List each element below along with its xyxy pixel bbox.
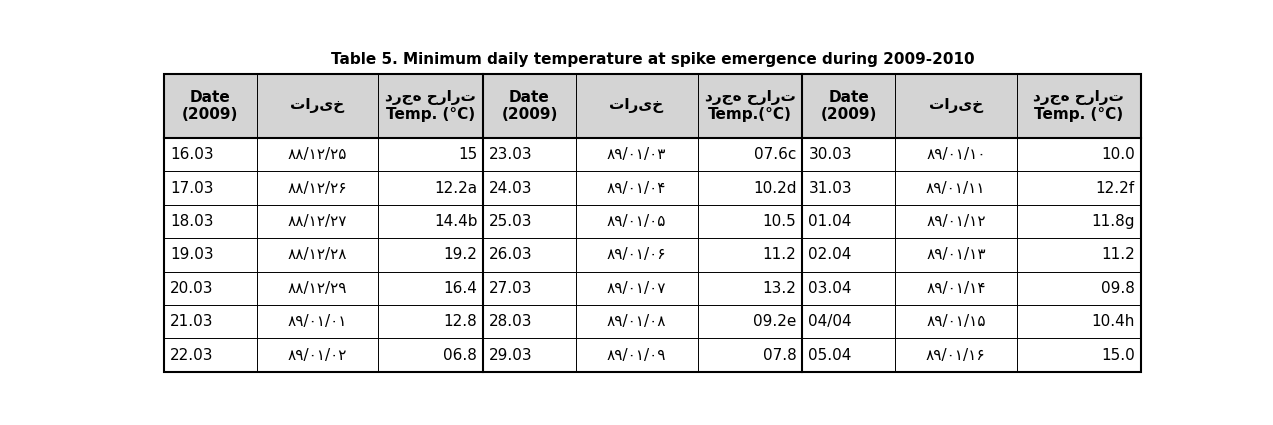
Text: ٨۹/۰۱/۱۶: ٨۹/۰۱/۱۶	[925, 348, 985, 363]
Bar	[164, 74, 1141, 138]
Text: 14.4b: 14.4b	[434, 214, 477, 229]
Text: ٨٨/۱۲/۲۶: ٨٨/۱۲/۲۶	[288, 181, 348, 196]
Text: درجه حرارت
Temp.(°C): درجه حرارت Temp.(°C)	[704, 90, 796, 122]
Text: ٨۹/۰۱/۰۳: ٨۹/۰۱/۰۳	[607, 147, 666, 162]
Text: 29.03: 29.03	[489, 348, 533, 363]
Text: 24.03: 24.03	[489, 181, 532, 196]
Text: 11.8g: 11.8g	[1091, 214, 1134, 229]
Text: 09.8: 09.8	[1101, 281, 1134, 296]
Text: 19.2: 19.2	[443, 247, 477, 262]
Text: 16.03: 16.03	[171, 147, 214, 162]
Text: 12.2a: 12.2a	[434, 181, 477, 196]
Text: تاریخ: تاریخ	[929, 99, 983, 113]
Text: 11.2: 11.2	[1101, 247, 1134, 262]
Text: 13.2: 13.2	[763, 281, 797, 296]
Text: ٨٨/۱۲/۲۸: ٨٨/۱۲/۲۸	[288, 247, 348, 262]
Text: Date
(2009): Date (2009)	[502, 90, 558, 122]
Text: درجه حرارت
Temp. (°C): درجه حرارت Temp. (°C)	[386, 90, 476, 122]
Text: 18.03: 18.03	[171, 214, 214, 229]
Text: 01.04: 01.04	[808, 214, 852, 229]
Text: 27.03: 27.03	[489, 281, 532, 296]
Text: 05.04: 05.04	[808, 348, 852, 363]
Text: ٨٨/۱۲/۲۷: ٨٨/۱۲/۲۷	[288, 214, 348, 229]
Text: 12.8: 12.8	[443, 314, 477, 329]
Text: 04/04: 04/04	[808, 314, 852, 329]
Text: ٨۹/۰۱/۱۲: ٨۹/۰۱/۱۲	[925, 214, 985, 229]
Text: 20.03: 20.03	[171, 281, 214, 296]
Text: 25.03: 25.03	[489, 214, 532, 229]
Text: Table 5. Minimum daily temperature at spike emergence during 2009-2010: Table 5. Minimum daily temperature at sp…	[331, 52, 974, 67]
Text: ٨۹/۰۱/۰۵: ٨۹/۰۱/۰۵	[607, 214, 666, 229]
Text: ٨۹/۰۱/۰۸: ٨۹/۰۱/۰۸	[607, 314, 666, 329]
Text: 07.6c: 07.6c	[754, 147, 797, 162]
Text: ٨۹/۰۱/۰۹: ٨۹/۰۱/۰۹	[607, 348, 666, 363]
Text: 10.2d: 10.2d	[754, 181, 797, 196]
Text: ٨۹/۰۱/۱۱: ٨۹/۰۱/۱۱	[925, 181, 985, 196]
Text: 19.03: 19.03	[171, 247, 214, 262]
Text: 22.03: 22.03	[171, 348, 214, 363]
Text: 23.03: 23.03	[489, 147, 533, 162]
Text: ٨۹/۰۱/۰۲: ٨۹/۰۱/۰۲	[288, 348, 348, 363]
Text: 10.5: 10.5	[763, 214, 797, 229]
Text: 28.03: 28.03	[489, 314, 532, 329]
Text: 10.4h: 10.4h	[1091, 314, 1134, 329]
Text: 12.2f: 12.2f	[1096, 181, 1134, 196]
Text: 26.03: 26.03	[489, 247, 533, 262]
Text: ٨۹/۰۱/۰۶: ٨۹/۰۱/۰۶	[607, 247, 666, 262]
Text: 17.03: 17.03	[171, 181, 214, 196]
Text: 15.0: 15.0	[1101, 348, 1134, 363]
Text: ٨٨/۱۲/۲۹: ٨٨/۱۲/۲۹	[288, 281, 348, 296]
Text: 03.04: 03.04	[808, 281, 852, 296]
Text: 30.03: 30.03	[808, 147, 852, 162]
Text: ٨۹/۰۱/۰۱: ٨۹/۰۱/۰۱	[288, 314, 348, 329]
Text: 06.8: 06.8	[443, 348, 477, 363]
Text: ٨۹/۰۱/۱۵: ٨۹/۰۱/۱۵	[925, 314, 985, 329]
Text: ٨٨/۱۲/۲۵: ٨٨/۱۲/۲۵	[288, 147, 348, 162]
Text: Date
(2009): Date (2009)	[182, 90, 238, 122]
Text: 15: 15	[458, 147, 477, 162]
Text: 02.04: 02.04	[808, 247, 852, 262]
Text: Date
(2009): Date (2009)	[821, 90, 877, 122]
Text: 10.0: 10.0	[1101, 147, 1134, 162]
Text: 21.03: 21.03	[171, 314, 214, 329]
Text: درجه حرارت
Temp. (°C): درجه حرارت Temp. (°C)	[1034, 90, 1124, 122]
Text: تاریخ: تاریخ	[610, 99, 663, 113]
Text: تاریخ: تاریخ	[290, 99, 345, 113]
Text: 16.4: 16.4	[443, 281, 477, 296]
Text: 11.2: 11.2	[763, 247, 797, 262]
Text: ٨۹/۰۱/۱۴: ٨۹/۰۱/۱۴	[925, 281, 985, 296]
Text: 31.03: 31.03	[808, 181, 852, 196]
Text: ٨۹/۰۱/۱۰: ٨۹/۰۱/۱۰	[925, 147, 985, 162]
Text: ٨۹/۰۱/۰۷: ٨۹/۰۱/۰۷	[607, 281, 666, 296]
Text: 09.2e: 09.2e	[754, 314, 797, 329]
Text: 07.8: 07.8	[763, 348, 797, 363]
Text: ٨۹/۰۱/۱۳: ٨۹/۰۱/۱۳	[925, 247, 985, 262]
Text: ٨۹/۰۱/۰۴: ٨۹/۰۱/۰۴	[607, 181, 666, 196]
